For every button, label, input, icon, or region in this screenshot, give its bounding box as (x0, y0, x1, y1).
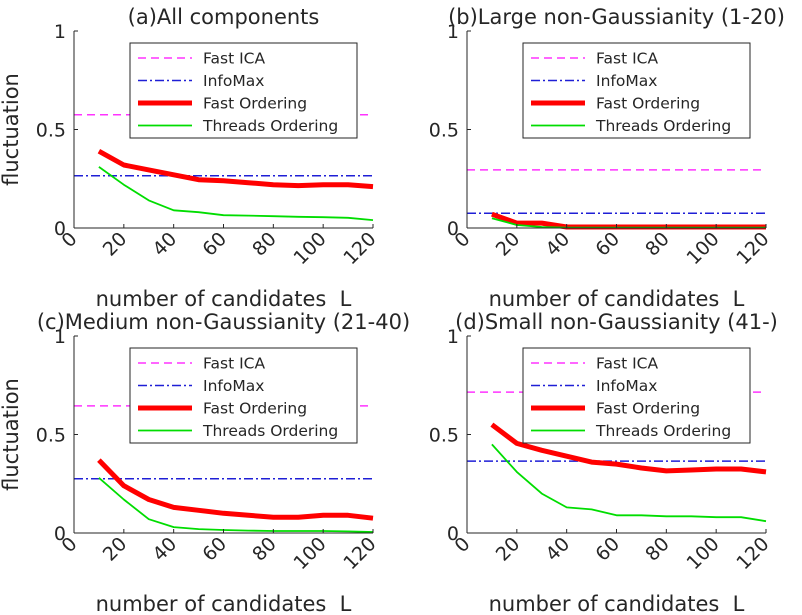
x-axis-label: number of candidates L (489, 592, 745, 615)
y-tick-label: 0 (447, 218, 459, 240)
legend-label-fast-ica: Fast ICA (203, 355, 265, 373)
x-tick-label: 0 (450, 533, 474, 557)
y-tick-label: 0 (447, 523, 459, 545)
x-tick-label: 60 (198, 228, 231, 261)
x-tick-label: 80 (248, 228, 281, 261)
x-tick-label: 20 (99, 533, 132, 566)
x-tick-label: 40 (542, 533, 575, 566)
series-line-fast-ordering (97, 149, 374, 190)
legend-label-fast-ica: Fast ICA (596, 355, 658, 373)
y-tick-label: 0 (54, 523, 66, 545)
legend-box (129, 347, 358, 444)
legend-label-threads-ordering: Threads Ordering (202, 117, 338, 135)
x-tick-label: 120 (732, 533, 773, 574)
legend-label-threads-ordering: Threads Ordering (595, 117, 731, 135)
y-tick-label: 0.5 (36, 425, 66, 447)
legend-label-infomax: InfoMax (596, 377, 657, 395)
x-tick-label: 60 (591, 533, 624, 566)
y-tick-label: 1 (447, 326, 459, 348)
legend-box (522, 42, 751, 139)
legend-label-fast-ordering: Fast Ordering (203, 95, 307, 113)
series-line-threads-ordering (98, 166, 374, 221)
x-tick-label: 100 (290, 228, 331, 269)
legend-label-infomax: InfoMax (596, 72, 657, 90)
series-line-threads-ordering (98, 477, 374, 533)
x-tick-label: 80 (248, 533, 281, 566)
x-tick-label: 0 (450, 228, 474, 252)
legend-label-threads-ordering: Threads Ordering (595, 422, 731, 440)
x-tick-label: 60 (591, 228, 624, 261)
x-axis-label: number of candidates L (96, 287, 352, 311)
chart-title: (b)Large non-Gaussianity (1-20) (448, 5, 785, 29)
y-axis-label: fluctuation (0, 378, 23, 491)
y-axis-label: fluctuation (0, 73, 23, 186)
legend-label-fast-ordering: Fast Ordering (203, 400, 307, 418)
legend: Fast ICA InfoMax Fast Ordering Threads Orde… (522, 42, 751, 139)
x-tick-label: 80 (641, 533, 674, 566)
x-axis-label: number of candidates L (489, 287, 745, 311)
y-tick-label: 1 (54, 326, 66, 348)
x-tick-label: 120 (339, 228, 380, 269)
x-tick-label: 40 (149, 533, 182, 566)
series-line-fast-ordering (491, 211, 766, 230)
legend-box (522, 347, 751, 444)
legend: Fast ICA InfoMax Fast Ordering Threads Orde… (522, 347, 751, 444)
chart-panel-0: (a)All components 0 0.5 1 0 20 40 60 80 100 120 num… (0, 5, 381, 311)
y-tick-label: 1 (54, 21, 66, 43)
legend: Fast ICA InfoMax Fast Ordering Threads Orde… (129, 347, 358, 444)
x-tick-label: 20 (492, 228, 525, 261)
chart-panel-3: (d)Small non-Gaussianity (41-) 0 0.5 1 0 20 40… (429, 310, 778, 615)
x-tick-label: 40 (149, 228, 182, 261)
chart-panel-1: (b)Large non-Gaussianity (1-20) 0 0.5 1 0 20 4… (429, 5, 785, 311)
x-tick-label: 100 (290, 533, 331, 574)
chart-title: (a)All components (128, 5, 320, 29)
x-axis-label: number of candidates L (96, 592, 352, 615)
series-line-fast-ordering (97, 458, 374, 521)
series-line-fast-ordering (490, 422, 767, 475)
legend-label-infomax: InfoMax (203, 377, 264, 395)
y-tick-label: 0.5 (429, 425, 459, 447)
legend: Fast ICA InfoMax Fast Ordering Threads Orde… (129, 42, 358, 139)
y-tick-label: 0.5 (429, 120, 459, 142)
legend-label-fast-ordering: Fast Ordering (596, 95, 700, 113)
chart-panel-2: (c)Medium non-Gaussianity (21-40)00.510 2… (0, 310, 410, 615)
legend-label-fast-ica: Fast ICA (203, 50, 265, 68)
legend-label-fast-ordering: Fast Ordering (596, 400, 700, 418)
x-tick-label: 20 (492, 533, 525, 566)
x-tick-label: 80 (641, 228, 674, 261)
x-tick-label: 100 (683, 533, 724, 574)
x-tick-label: 20 (99, 228, 132, 261)
legend-label-fast-ica: Fast ICA (596, 50, 658, 68)
chart-title: (d)Small non-Gaussianity (41-) (455, 310, 778, 334)
x-tick-label: 40 (542, 228, 575, 261)
chart-title: (c)Medium non-Gaussianity (21-40) (37, 310, 410, 334)
legend-label-threads-ordering: Threads Ordering (202, 422, 338, 440)
x-tick-label: 0 (57, 228, 81, 252)
legend-box (129, 42, 358, 139)
legend-label-infomax: InfoMax (203, 72, 264, 90)
x-tick-label: 60 (198, 533, 231, 566)
y-tick-label: 0 (54, 218, 66, 240)
series-line-threads-ordering (491, 443, 767, 523)
y-tick-label: 1 (447, 21, 459, 43)
x-tick-label: 100 (683, 228, 724, 269)
x-tick-label: 120 (732, 228, 773, 269)
x-tick-label: 120 (339, 533, 380, 574)
x-tick-label: 0 (57, 533, 81, 557)
y-tick-label: 0.5 (36, 120, 66, 142)
